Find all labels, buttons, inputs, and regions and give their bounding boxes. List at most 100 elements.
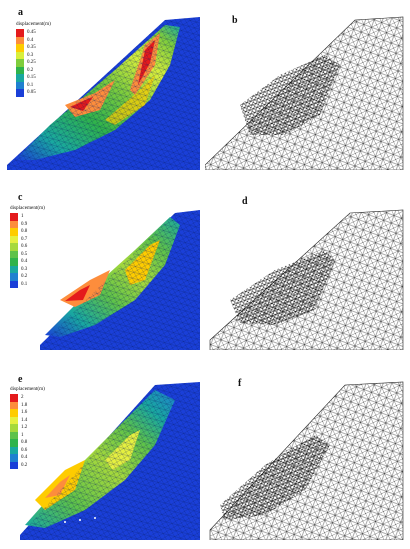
legend-swatch [10, 280, 18, 288]
legend-swatch [10, 243, 18, 251]
legend-item: 0.4 [16, 36, 36, 44]
legend-value: 0.4 [21, 259, 28, 265]
legend-item: 0.4 [10, 454, 27, 462]
legend-swatch [10, 461, 18, 469]
legend-e: displacement(m) 2 1.8 1.6 1.4 1.2 1 0.8 0.6 0.4 0… [10, 386, 60, 472]
legend-item: 0.6 [10, 446, 28, 454]
legend-value: 1 [21, 214, 24, 220]
legend-swatch [10, 220, 18, 228]
legend-value: 0.1 [27, 82, 34, 88]
legend-value: 0.7 [21, 236, 28, 242]
legend-value: 1 [21, 432, 24, 438]
legend-value: 0.2 [21, 274, 28, 280]
legend-value: 2 [21, 395, 24, 401]
legend-item: 0.35 [16, 44, 36, 52]
panel-b-deformed-mesh [205, 5, 405, 170]
panel-a-displacement-contour [5, 5, 200, 170]
legend-item: 0.7 [10, 235, 28, 243]
legend-value: 0.5 [21, 251, 28, 257]
slope-contour-e [20, 382, 200, 540]
legend-item: 0.1 [16, 81, 36, 89]
legend-value: 0.25 [27, 60, 36, 66]
legend-swatch [16, 44, 24, 52]
legend-swatch [16, 81, 24, 89]
panel-label-e: e [18, 374, 23, 385]
legend-item: 0.15 [16, 74, 36, 82]
legend-value: 0.6 [21, 447, 28, 453]
legend-swatch [10, 394, 18, 402]
legend-value: 0.9 [21, 221, 28, 227]
legend-value: 0.45 [27, 30, 36, 36]
legend-swatch [10, 439, 18, 447]
legend-value: 1.4 [21, 417, 28, 423]
panel-label-f: f [238, 378, 242, 389]
legend-value: 0.05 [27, 90, 36, 96]
panel-c-displacement-contour [5, 185, 200, 350]
legend-swatch [10, 409, 18, 417]
legend-items-e: 2 1.8 1.6 1.4 1.2 1 0.8 0.6 0.4 0.2 [10, 394, 27, 469]
legend-item: 0.3 [16, 51, 36, 59]
legend-item: 0.5 [10, 250, 28, 258]
legend-swatch [16, 29, 24, 37]
legend-item: 0.1 [10, 280, 28, 288]
legend-swatch [16, 89, 24, 97]
legend-swatch [10, 228, 18, 236]
legend-swatch [10, 258, 18, 266]
panel-f-deformed-mesh [205, 370, 405, 540]
legend-item: 0.2 [10, 461, 27, 469]
legend-item: 0.8 [10, 439, 27, 447]
panel-label-b: b [232, 15, 238, 26]
legend-item: 0.05 [16, 89, 36, 97]
legend-swatch [10, 265, 18, 273]
legend-value: 0.2 [27, 67, 34, 73]
legend-swatch [10, 213, 18, 221]
legend-items-c: 1 0.9 0.8 0.7 0.6 0.5 0.4 0.3 0.2 0.1 [10, 213, 27, 288]
panel-label-d: d [242, 196, 248, 207]
legend-value: 0.8 [21, 440, 28, 446]
legend-item: 0.45 [16, 29, 36, 37]
legend-item: 0.4 [10, 258, 27, 266]
panel-label-a: a [18, 7, 23, 18]
legend-value: 0.1 [21, 281, 28, 287]
legend-value: 0.8 [21, 229, 28, 235]
legend-swatch [10, 235, 18, 243]
panel-d-deformed-mesh [205, 185, 405, 350]
legend-item: 0.3 [10, 265, 28, 273]
legend-item: 0.8 [10, 228, 27, 236]
panel-label-c: c [18, 192, 23, 203]
legend-item: 1.2 [10, 424, 27, 432]
slope-mesh-b [205, 16, 404, 170]
legend-value: 1.8 [21, 402, 28, 408]
legend-swatch [10, 454, 18, 462]
legend-title-a: displacement(m) [16, 21, 51, 27]
legend-a: displacement(m) 0.45 0.4 0.35 0.3 0.25 0.2 0.1… [16, 21, 66, 99]
legend-value: 0.6 [21, 244, 28, 250]
legend-value: 0.4 [27, 37, 34, 43]
legend-swatch [10, 431, 18, 439]
legend-swatch [10, 401, 18, 409]
legend-title-c: displacement(m) [10, 205, 45, 211]
legend-item: 1.6 [10, 409, 27, 417]
slope-contour-a [7, 17, 200, 170]
legend-swatch [10, 416, 18, 424]
legend-item: 2 [10, 394, 27, 402]
slope-contour-c [40, 210, 200, 350]
legend-swatch [16, 66, 24, 74]
legend-value: 0.15 [27, 75, 36, 81]
legend-value: 0.3 [27, 52, 34, 58]
legend-item: 1.8 [10, 401, 28, 409]
legend-item: 1 [10, 213, 27, 221]
legend-item: 0.9 [10, 220, 28, 228]
legend-swatch [10, 424, 18, 432]
legend-swatch [16, 36, 24, 44]
legend-swatch [10, 273, 18, 281]
legend-item: 0.25 [16, 59, 36, 67]
legend-value: 0.3 [21, 266, 28, 272]
legend-value: 1.6 [21, 410, 28, 416]
legend-swatch [10, 446, 18, 454]
legend-title-e: displacement(m) [10, 386, 45, 392]
legend-item: 0.2 [10, 273, 27, 281]
legend-items-a: 0.45 0.4 0.35 0.3 0.25 0.2 0.15 0.1 0.05 [16, 29, 36, 97]
panel-e-displacement-contour [5, 370, 200, 540]
legend-value: 0.4 [21, 455, 28, 461]
